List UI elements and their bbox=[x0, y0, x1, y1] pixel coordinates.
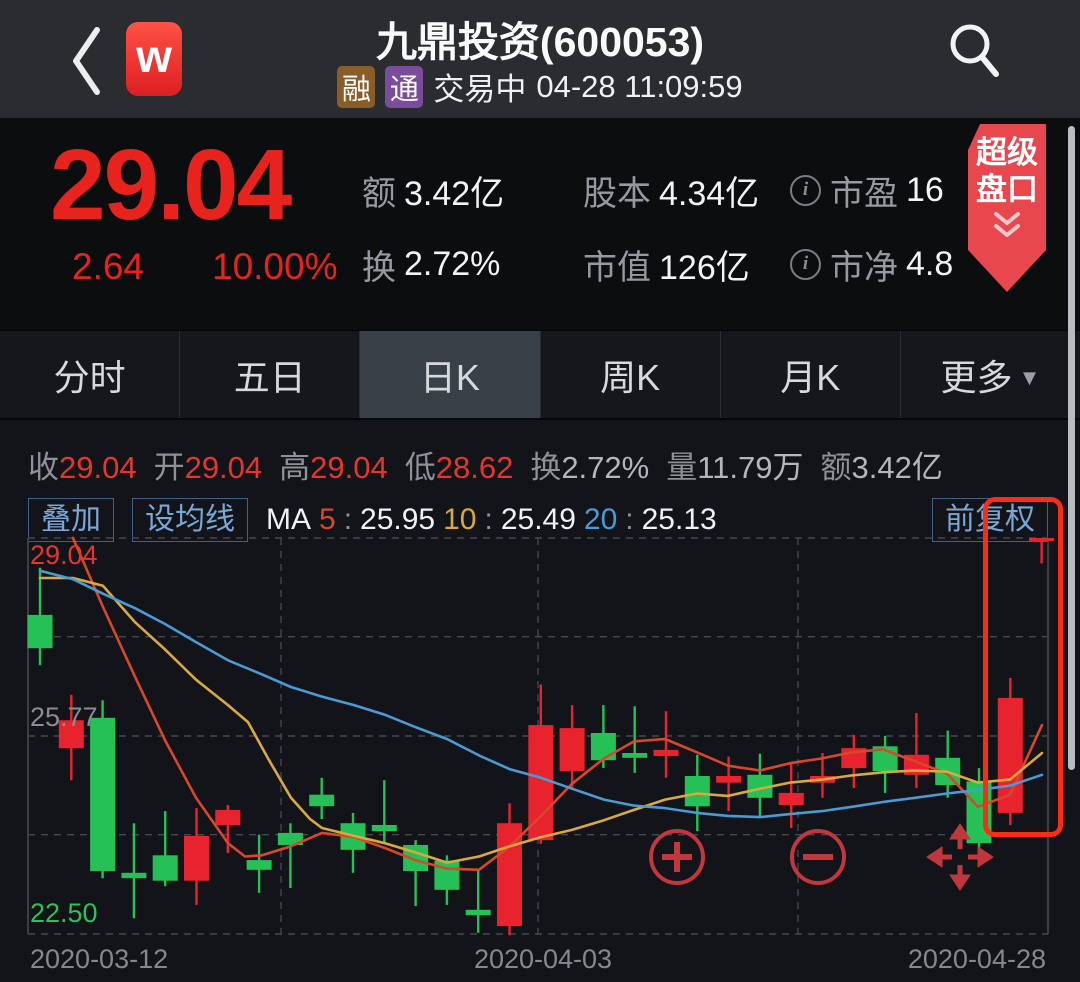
stat-turnover: 换 2.72% bbox=[362, 240, 504, 288]
stat-value: 2.72% bbox=[404, 244, 501, 283]
tab-label: 月K bbox=[780, 356, 841, 398]
dropdown-arrow-icon: ▼ bbox=[1018, 364, 1041, 390]
tab-five-day[interactable]: 五日 bbox=[179, 331, 359, 418]
wind-logo: w bbox=[126, 22, 182, 96]
tab-monthly-k[interactable]: 月K bbox=[719, 331, 900, 418]
candlestick-chart[interactable]: 29.04 25.77 22.50 2020-03-12 2020-04-03 2020-… bbox=[0, 536, 1080, 982]
plus-circle-icon bbox=[649, 829, 705, 885]
stat-label: 额 bbox=[362, 174, 396, 213]
stat-value: 4.34亿 bbox=[659, 174, 760, 213]
stat-value: 4.8 bbox=[906, 244, 954, 283]
stat-pe-ratio: i 市盈 16 bbox=[790, 166, 953, 214]
quote-panel: 29.04 2.64 10.00% 额 3.42亿 换 2.72% 股本 4.3… bbox=[0, 118, 1080, 330]
tab-label: 五日 bbox=[233, 356, 306, 398]
svg-text:29.04: 29.04 bbox=[30, 540, 98, 570]
ma10-value: 25.49 bbox=[500, 503, 576, 536]
tab-weekly-k[interactable]: 周K bbox=[539, 331, 720, 418]
stat-value: 3.42亿 bbox=[404, 174, 505, 213]
stat-col-ratios: i 市盈 16 i 市净 4.8 bbox=[790, 166, 953, 288]
move-arrows-icon bbox=[926, 823, 994, 891]
subtitle-row: 融 通 交易中 04-28 11:09:59 bbox=[0, 64, 1080, 109]
svg-text:2020-04-03: 2020-04-03 bbox=[474, 944, 612, 974]
stat-share-capital: 股本 4.34亿 bbox=[583, 166, 759, 214]
wind-logo-letter: w bbox=[136, 30, 172, 82]
stat-close: 收29.04 bbox=[28, 450, 137, 485]
tab-minute[interactable]: 分时 bbox=[0, 331, 179, 418]
period-tabs: 分时 五日 日K 周K 月K 更多 ▼ bbox=[0, 330, 1080, 420]
stat-amount: 额 3.42亿 bbox=[362, 166, 504, 214]
tab-label: 更多 bbox=[940, 356, 1013, 398]
ma20-value: 25.13 bbox=[641, 503, 717, 536]
tab-label: 日K bbox=[419, 356, 480, 398]
page-title: 九鼎投资(600053) bbox=[375, 19, 705, 65]
stat-low: 低28.62 bbox=[404, 450, 514, 485]
price-change: 2.64 bbox=[72, 246, 145, 287]
ribbon-line2: 盘口 bbox=[976, 172, 1038, 207]
stat-open: 开29.04 bbox=[153, 450, 263, 485]
chart-section: 收29.04 开29.04 高29.04 低28.62 换2.72% 量11.7… bbox=[0, 420, 1080, 982]
ma-prefix: MA bbox=[266, 503, 311, 536]
stat-label: 市值 bbox=[583, 248, 651, 287]
double-chevron-down-icon bbox=[994, 212, 1020, 237]
stat-amount2: 额3.42亿 bbox=[820, 450, 943, 485]
ma5-value: 25.95 bbox=[360, 503, 436, 536]
header: w 九鼎投资(600053) 融 通 交易中 04-28 11:09:59 bbox=[0, 0, 1080, 118]
tab-label: 分时 bbox=[53, 356, 126, 398]
stat-value: 16 bbox=[906, 170, 944, 209]
ma5-period: 5 bbox=[319, 503, 336, 536]
stat-col-shares: 股本 4.34亿 市值 126亿 bbox=[583, 166, 759, 288]
stat-pb-ratio: i 市净 4.8 bbox=[790, 240, 953, 288]
stat-high: 高29.04 bbox=[279, 450, 388, 485]
stat-col-amount: 额 3.42亿 换 2.72% bbox=[362, 166, 504, 288]
svg-text:25.77: 25.77 bbox=[30, 702, 98, 732]
stat-market-cap: 市值 126亿 bbox=[583, 240, 759, 288]
tab-label: 周K bbox=[600, 356, 661, 398]
back-chevron-icon bbox=[73, 27, 100, 95]
ma-toolbar: 叠加 设均线 MA 5: 25.95 10: 25.49 20: 25.13 bbox=[28, 498, 717, 542]
ma10-period: 10 bbox=[443, 503, 477, 536]
trading-status: 交易中 bbox=[433, 72, 527, 107]
super-orderbook-ribbon[interactable]: 超级 盘口 bbox=[968, 124, 1046, 292]
tab-more[interactable]: 更多 ▼ bbox=[899, 331, 1080, 418]
ohlc-stats-row: 收29.04 开29.04 高29.04 低28.62 换2.72% 量11.7… bbox=[28, 442, 943, 487]
info-icon[interactable]: i bbox=[790, 174, 821, 206]
info-icon[interactable]: i bbox=[790, 248, 821, 280]
zoom-out-button[interactable] bbox=[788, 827, 848, 892]
scrollbar[interactable] bbox=[1068, 126, 1075, 770]
connect-badge: 通 bbox=[385, 65, 424, 108]
stat-value: 126亿 bbox=[659, 248, 750, 287]
minus-circle-icon bbox=[790, 829, 846, 885]
stat-label: 股本 bbox=[583, 174, 651, 213]
quote-datetime: 04-28 11:09:59 bbox=[536, 68, 743, 104]
svg-text:2020-03-12: 2020-03-12 bbox=[30, 944, 168, 974]
ma20-period: 20 bbox=[583, 503, 618, 536]
stat-label: 换 bbox=[362, 248, 396, 287]
last-price: 29.04 bbox=[50, 129, 292, 241]
highlight-annotation bbox=[983, 497, 1063, 837]
pan-move-handle[interactable] bbox=[922, 819, 998, 900]
stat-label: 市净 bbox=[830, 248, 898, 287]
margin-badge: 融 bbox=[337, 65, 376, 108]
tab-daily-k[interactable]: 日K bbox=[359, 331, 540, 418]
stat-label: 市盈 bbox=[830, 174, 898, 213]
stat-turnover-rate: 换2.72% bbox=[530, 450, 650, 485]
stat-volume: 量11.79万 bbox=[666, 450, 804, 485]
set-ma-button[interactable]: 设均线 bbox=[132, 498, 248, 542]
ma-values: MA 5: 25.95 10: 25.49 20: 25.13 bbox=[266, 503, 717, 536]
search-icon bbox=[950, 24, 999, 77]
price-change-percent: 10.00% bbox=[212, 246, 338, 287]
ribbon-line1: 超级 bbox=[976, 135, 1038, 170]
back-button[interactable] bbox=[68, 22, 108, 100]
zoom-in-button[interactable] bbox=[647, 827, 707, 892]
svg-text:22.50: 22.50 bbox=[30, 898, 98, 928]
svg-text:2020-04-28: 2020-04-28 bbox=[908, 944, 1046, 974]
overlay-button[interactable]: 叠加 bbox=[28, 498, 114, 542]
search-button[interactable] bbox=[944, 18, 1006, 84]
